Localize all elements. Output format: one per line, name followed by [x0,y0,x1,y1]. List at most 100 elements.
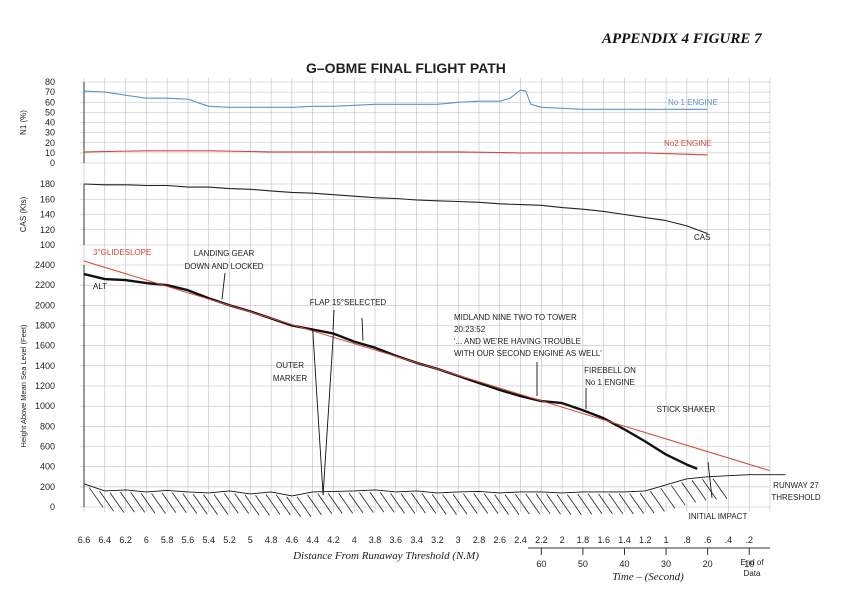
ground-hatch [452,493,468,515]
ground-hatch [88,487,104,508]
y-tick-label: 800 [40,421,55,431]
y-tick-label: 1800 [35,321,55,331]
label-midland-quote-2: WITH OUR SECOND ENGINE AS WELL' [454,349,602,358]
ground-hatch [442,494,457,515]
label-landing-gear-2: DOWN AND LOCKED [184,262,263,271]
ground-hatch [556,494,572,515]
y-tick-label: 60 [45,97,55,107]
ground-hatch [182,493,198,514]
ground-hatch [712,478,728,499]
flap-leader [332,309,335,331]
x-tick-label: 6.6 [78,535,91,545]
label-glideslope: 3°GLIDESLOPE [93,248,151,257]
ground-hatch [587,493,603,515]
y-tick-label: 120 [40,225,55,235]
y-tick-label: 2000 [35,300,55,310]
x-tick-label: 4 [352,535,357,545]
x-tick-label: 2.8 [473,535,486,545]
ground-hatch [286,496,302,518]
ground-hatch [535,493,551,515]
time-tick-label: 50 [578,559,588,569]
impact-leader [707,461,713,499]
ground-hatch [203,494,218,515]
ground-hatch [192,493,208,515]
label-midland: MIDLAND NINE TWO TO TOWER [454,313,577,322]
ground-hatch [338,493,353,514]
x-tick-label: 2.2 [535,535,548,545]
ground-hatch [577,493,593,515]
ground-hatch [296,496,312,518]
y-tick-label: 2200 [35,280,55,290]
y-tick-label: 10 [45,148,55,158]
ground-hatch [234,493,250,514]
ground-hatch [109,492,125,513]
x-tick-label: 2 [560,535,565,545]
y-tick-label: 600 [40,442,55,452]
ground-hatch [670,485,686,506]
time-tick-label: 40 [619,559,629,569]
y-tick-label: 400 [40,462,55,472]
y-tick-label: 1000 [35,401,55,411]
ground-hatch [172,492,187,513]
series-cas [83,183,708,235]
ground-hatch [369,491,385,513]
x-tick-label: .6 [704,535,712,545]
ground-hatch [463,493,478,514]
y-tick-label: 180 [40,179,55,189]
time-end-label: Data [744,569,761,578]
series-no2-engine [83,150,708,156]
flap-leader-2 [361,317,364,341]
y-tick-label: 2400 [35,260,55,270]
ground-hatch [265,494,281,515]
series-3-glideslope [83,260,771,472]
ground-hatch [120,491,135,513]
x-tick-label: 1.4 [618,535,631,545]
ground-hatch [99,490,114,512]
x-tick-label: .4 [725,535,733,545]
ground-hatch [566,494,582,515]
x-tick-label: 5.8 [161,535,174,545]
x-tick-label: 1 [664,535,669,545]
label-stick-shaker: STICK SHAKER [657,405,716,414]
y-tick-label: 0 [50,158,55,168]
x-tick-label: .2 [745,535,753,545]
x-tick-label: 1.8 [577,535,590,545]
x-tick-label: 2.4 [514,535,527,545]
ground-hatch [411,492,426,514]
ground-hatch [421,493,437,514]
ground-hatch [390,493,405,514]
x-tick-label: 1.2 [639,535,652,545]
label-outer-marker-2: MARKER [273,374,307,383]
time-tick-label: 30 [661,559,671,569]
x-tick-label: 5 [248,535,253,545]
x-tick-label: 6.4 [99,535,112,545]
ground-hatch [130,492,146,513]
chart-title: G–OBME FINAL FLIGHT PATH [306,60,506,76]
appendix-label: APPENDIX 4 FIGURE 7 [602,31,762,47]
x-tick-label: 4.6 [286,535,299,545]
label-midland-quote: '... AND WE'RE HAVING TROUBLE [454,337,581,346]
ground-hatch [629,493,645,514]
ground-hatch [348,492,364,514]
y-tick-label: 0 [50,502,55,512]
y-tick-label: 20 [45,138,55,148]
label-initial-impact: INITIAL IMPACT [689,512,748,521]
label-outer-marker: OUTER [276,361,304,370]
y-tick-label: 140 [40,210,55,220]
ground-hatch [598,493,613,515]
ground-hatch [140,493,156,514]
ground-hatch [161,492,177,513]
x-tick-label: .8 [683,535,691,545]
ground-hatch [400,493,416,514]
label-cas: CAS [694,233,710,242]
label-firebell: FIREBELL ON [584,366,636,375]
x-tick-label: 2.6 [493,535,506,545]
x-axis-label: Distance From Runaway Threshold (N.M) [292,550,479,562]
ground-hatch [317,493,333,514]
ground-hatch [639,492,655,514]
ground-hatch [244,494,260,516]
label-no1-engine: No 1 ENGINE [668,98,718,107]
ground-hatch [473,493,489,514]
y-tick-label: 160 [40,194,55,204]
ground-hatch [255,495,270,516]
